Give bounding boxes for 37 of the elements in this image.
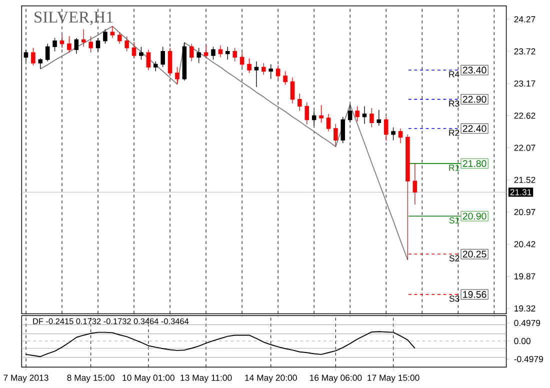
- text: 20.90: [462, 212, 486, 220]
- x-tick-label: 13 May 11:00: [180, 374, 232, 382]
- ref-line-label: S2: [449, 255, 460, 262]
- text: 23.40: [462, 66, 486, 74]
- y-tick-label: 19.87: [514, 272, 536, 280]
- y-tick-label: 22.62: [514, 112, 536, 119]
- y-tick-label: 24.27: [514, 16, 536, 22]
- y-tick-label: 0.00: [514, 338, 530, 344]
- text: 19.56: [463, 290, 486, 298]
- y-tick-label: 20.97: [514, 208, 536, 215]
- ref-line-label: R4: [449, 71, 460, 78]
- y-tick-label: 23.17: [514, 80, 536, 86]
- y-tick-label: 19.32: [514, 305, 536, 312]
- chart-title: SILVER,H1: [34, 11, 113, 25]
- text: 22.90: [462, 96, 486, 102]
- ref-line-label: R1: [449, 164, 460, 170]
- text: 20.25: [462, 250, 486, 258]
- x-tick-label: 17 May 15:00: [368, 374, 420, 382]
- text: 21.31: [510, 188, 532, 196]
- y-tick-label: 22.07: [514, 144, 536, 151]
- chart-title: DF -0.2415 0.1732 -0.1732 0.3464 -0.3464: [33, 318, 189, 324]
- text: 21.80: [462, 160, 486, 167]
- ref-line-label: S3: [449, 295, 460, 302]
- x-tick-label: 10 May 01:00: [122, 374, 174, 382]
- y-tick-label: 20.42: [514, 240, 536, 248]
- ref-line-label: R3: [449, 100, 460, 106]
- x-tick-label: 8 May 15:00: [67, 374, 114, 382]
- x-tick-label: 7 May 2013: [4, 374, 48, 382]
- text: 22.40: [462, 124, 486, 132]
- x-tick-label: 14 May 20:00: [245, 374, 297, 382]
- y-tick-label: 23.72: [514, 48, 536, 54]
- x-tick-label: 16 May 06:00: [310, 374, 362, 382]
- y-tick-label: 0.4979: [514, 320, 540, 326]
- ref-line-label: R2: [449, 129, 460, 136]
- ref-line-label: S1: [449, 217, 460, 224]
- y-tick-label: -0.4979: [514, 356, 543, 362]
- y-tick-label: 21.52: [514, 176, 536, 183]
